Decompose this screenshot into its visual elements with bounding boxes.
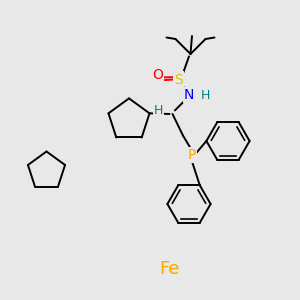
Text: S: S bbox=[174, 73, 183, 86]
Text: N: N bbox=[184, 88, 194, 102]
Text: H: H bbox=[201, 88, 210, 102]
Text: P: P bbox=[188, 148, 196, 162]
Text: O: O bbox=[152, 68, 163, 82]
Text: Fe: Fe bbox=[159, 260, 180, 278]
Text: H: H bbox=[153, 104, 163, 118]
